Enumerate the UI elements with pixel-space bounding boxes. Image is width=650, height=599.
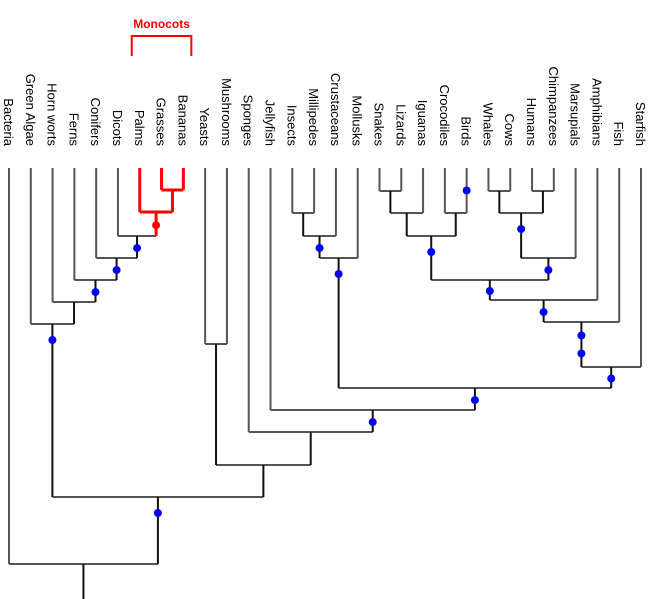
node-marker xyxy=(315,244,324,253)
node-marker xyxy=(517,225,526,233)
leaf-label-marsupials: Marsupials xyxy=(568,83,583,146)
node-marker xyxy=(577,331,586,340)
node-marker xyxy=(485,287,494,295)
node-marker xyxy=(48,336,57,344)
node-marker xyxy=(334,270,343,278)
leaf-label-sponges: Sponges xyxy=(241,95,256,147)
leaf-label-starfish: Starfish xyxy=(633,102,648,146)
leaf-label-grasses: Grasses xyxy=(154,98,169,147)
leaf-label-bacteria: Bacteria xyxy=(1,98,16,146)
leaf-label-horn-worts: Horn worts xyxy=(45,83,60,146)
node-marker xyxy=(91,288,100,297)
leaf-label-green-algae: Green Algae xyxy=(23,74,38,146)
leaf-label-chimpanzees: Chimpanzees xyxy=(546,67,561,147)
leaf-label-millipedes: Millipedes xyxy=(306,88,321,146)
node-marker xyxy=(607,374,616,383)
node-marker xyxy=(544,266,553,275)
clade-bracket xyxy=(130,35,193,56)
leaf-label-bananas: Bananas xyxy=(175,95,190,147)
monocots-bracket: Monocots xyxy=(130,17,193,56)
leaf-label-whales: Whales xyxy=(480,103,495,147)
leaf-label-ferns: Ferns xyxy=(66,113,81,147)
node-marker xyxy=(539,308,548,317)
node-marker xyxy=(112,266,121,275)
leaf-label-conifers: Conifers xyxy=(88,98,103,147)
leaf-label-jellyfish: Jellyfish xyxy=(263,100,278,146)
node-marker xyxy=(462,186,471,195)
node-marker xyxy=(133,244,142,253)
node-marker xyxy=(577,349,586,358)
leaf-label-iguanas: Iguanas xyxy=(415,100,430,147)
node-marker xyxy=(368,418,377,427)
leaf-label-birds: Birds xyxy=(459,116,474,146)
leaf-labels: Bacteria Green Algae Horn worts Ferns Conife… xyxy=(1,67,648,147)
node-markers xyxy=(48,186,616,517)
leaf-label-crustaceans: Crustaceans xyxy=(328,73,343,146)
leaf-label-mushrooms: Mushrooms xyxy=(219,78,234,146)
monocot-node-marker xyxy=(152,221,161,230)
leaf-label-palms: Palms xyxy=(132,110,147,147)
clade-label: Monocots xyxy=(133,17,190,31)
leaf-label-amphibians: Amphibians xyxy=(589,78,604,146)
leaf-label-lizards: Lizards xyxy=(393,104,408,146)
leaf-label-dicots: Dicots xyxy=(110,110,125,147)
branches xyxy=(8,168,642,599)
leaf-label-fish: Fish xyxy=(611,121,626,146)
leaf-label-snakes: Snakes xyxy=(371,103,386,147)
node-marker xyxy=(470,396,479,405)
leaf-label-cows: Cows xyxy=(502,113,517,146)
leaf-label-mollusks: Mollusks xyxy=(350,95,365,146)
node-marker xyxy=(427,248,436,256)
leaf-label-yeasts: Yeasts xyxy=(197,107,212,146)
leaf-label-crocodiles: Crocodiles xyxy=(437,85,452,147)
node-marker xyxy=(153,509,162,517)
leaf-label-insects: Insects xyxy=(284,105,299,147)
leaf-label-humans: Humans xyxy=(524,98,539,147)
